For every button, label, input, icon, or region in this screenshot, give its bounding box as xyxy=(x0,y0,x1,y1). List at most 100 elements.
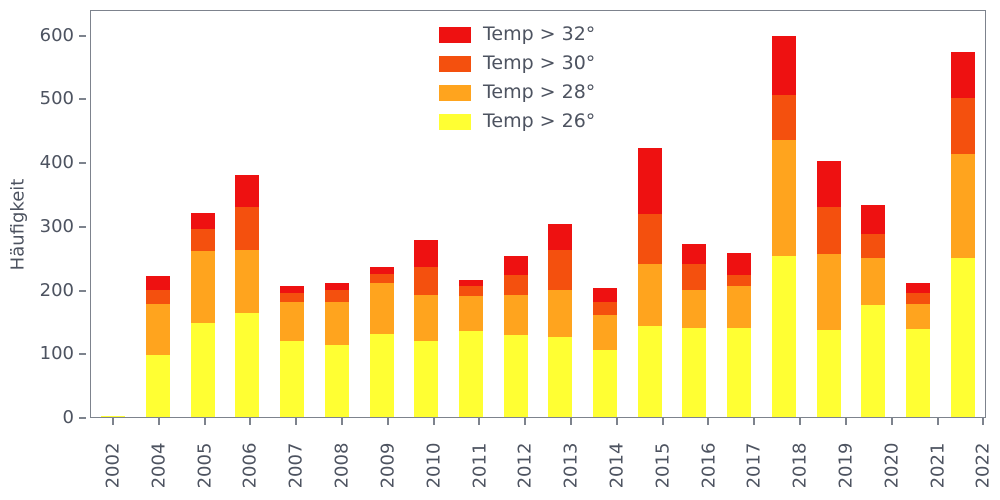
bar-segment xyxy=(369,283,394,335)
bar-segment xyxy=(593,302,618,315)
stacked-bar-2011 xyxy=(458,279,483,417)
x-tick-mark xyxy=(478,418,481,425)
bar-slot-2014 xyxy=(583,11,628,417)
bar-segment xyxy=(190,213,215,229)
legend-swatch-icon xyxy=(439,84,471,101)
bar-segment xyxy=(548,337,573,417)
x-slot-2007: 2007 xyxy=(273,418,319,498)
legend-label: Temp > 30° xyxy=(483,52,596,74)
bar-segment xyxy=(414,239,439,268)
x-tick-mark xyxy=(386,418,389,425)
bar-segment xyxy=(548,249,573,290)
bar-segment xyxy=(369,267,394,274)
x-tick-label: 2005 xyxy=(194,442,216,488)
stacked-bar-2017 xyxy=(727,252,752,417)
y-axis-title: Häufigkeit xyxy=(7,178,29,271)
bar-segment xyxy=(637,264,662,327)
y-tick-mark xyxy=(79,353,86,356)
bar-segment xyxy=(503,335,528,417)
bar-segment xyxy=(861,305,886,417)
x-slot-2009: 2009 xyxy=(365,418,411,498)
bar-segment xyxy=(771,255,796,417)
x-tick-label: 2013 xyxy=(560,442,582,488)
stacked-bar-2005 xyxy=(190,213,215,417)
bar-segment xyxy=(503,256,528,276)
stacked-bar-2009 xyxy=(369,267,394,417)
x-slot-2008: 2008 xyxy=(319,418,365,498)
y-tick-label: 0 xyxy=(62,407,74,428)
stacked-bar-2004 xyxy=(146,275,171,417)
bar-segment xyxy=(950,153,975,258)
x-slot-2005: 2005 xyxy=(182,418,228,498)
bar-segment xyxy=(682,264,707,290)
bar-slot-2004 xyxy=(136,11,181,417)
bar-segment xyxy=(146,355,171,417)
x-tick-mark xyxy=(844,418,847,425)
x-slot-2011: 2011 xyxy=(457,418,503,498)
bar-segment xyxy=(280,302,305,341)
bar-segment xyxy=(324,283,349,290)
y-tick-label: 500 xyxy=(39,88,74,110)
bar-segment xyxy=(771,139,796,256)
bar-slot-2010 xyxy=(404,11,449,417)
bar-segment xyxy=(414,294,439,341)
bar-segment xyxy=(861,257,886,306)
y-tick-label: 300 xyxy=(39,215,74,237)
bar-segment xyxy=(280,340,305,417)
bar-segment xyxy=(503,294,528,336)
bar-segment xyxy=(458,279,483,287)
bar-segment xyxy=(816,254,841,330)
bar-slot-2005 xyxy=(180,11,225,417)
bar-segment xyxy=(503,275,528,295)
bar-segment xyxy=(146,289,171,305)
bar-segment xyxy=(280,286,305,293)
bar-segment xyxy=(771,95,796,140)
bar-segment xyxy=(637,148,662,215)
x-tick-mark xyxy=(111,418,114,425)
bar-segment xyxy=(369,334,394,417)
x-slot-2004: 2004 xyxy=(136,418,182,498)
bar-segment xyxy=(414,340,439,417)
x-tick-mark xyxy=(570,418,573,425)
bar-segment xyxy=(906,292,930,304)
bar-slot-2021 xyxy=(896,11,941,417)
x-slot-2016: 2016 xyxy=(686,418,732,498)
legend: Temp > 32° Temp > 30° Temp > 28° Temp > 26° xyxy=(439,25,595,131)
bar-slot-2022 xyxy=(940,11,985,417)
x-slot-2010: 2010 xyxy=(411,418,457,498)
bar-segment xyxy=(593,350,618,417)
bar-segment xyxy=(548,223,573,250)
bar-segment xyxy=(458,330,483,417)
bar-slot-2016 xyxy=(672,11,717,417)
x-tick-mark xyxy=(615,418,618,425)
x-tick-label: 2015 xyxy=(652,442,674,488)
bar-segment xyxy=(235,206,260,250)
bar-segment xyxy=(369,273,394,284)
x-tick-mark xyxy=(890,418,893,425)
legend-label: Temp > 28° xyxy=(483,81,596,103)
stacked-bar-2013 xyxy=(548,223,573,417)
bar-segment xyxy=(190,322,215,417)
y-tick-mark xyxy=(79,225,86,228)
bar-segment xyxy=(950,52,975,99)
legend-label: Temp > 32° xyxy=(483,23,596,45)
x-tick-label: 2019 xyxy=(835,442,857,488)
x-tick-label: 2014 xyxy=(606,442,628,488)
x-slot-2006: 2006 xyxy=(227,418,273,498)
x-slot-2020: 2020 xyxy=(869,418,915,498)
legend-swatch-icon xyxy=(439,55,471,72)
bar-segment xyxy=(816,329,841,417)
bar-segment xyxy=(146,275,171,290)
bar-slot-2013 xyxy=(538,11,583,417)
x-tick-label: 2012 xyxy=(514,442,536,488)
stacked-bar-2007 xyxy=(280,286,305,417)
stacked-bar-2006 xyxy=(235,174,260,417)
bar-segment xyxy=(727,327,752,417)
x-tick-mark xyxy=(249,418,252,425)
bar-slot-2019 xyxy=(806,11,851,417)
bar-segment xyxy=(190,228,215,252)
bar-segment xyxy=(593,287,618,303)
stacked-bar-2022 xyxy=(950,52,975,417)
bar-slot-2009 xyxy=(359,11,404,417)
